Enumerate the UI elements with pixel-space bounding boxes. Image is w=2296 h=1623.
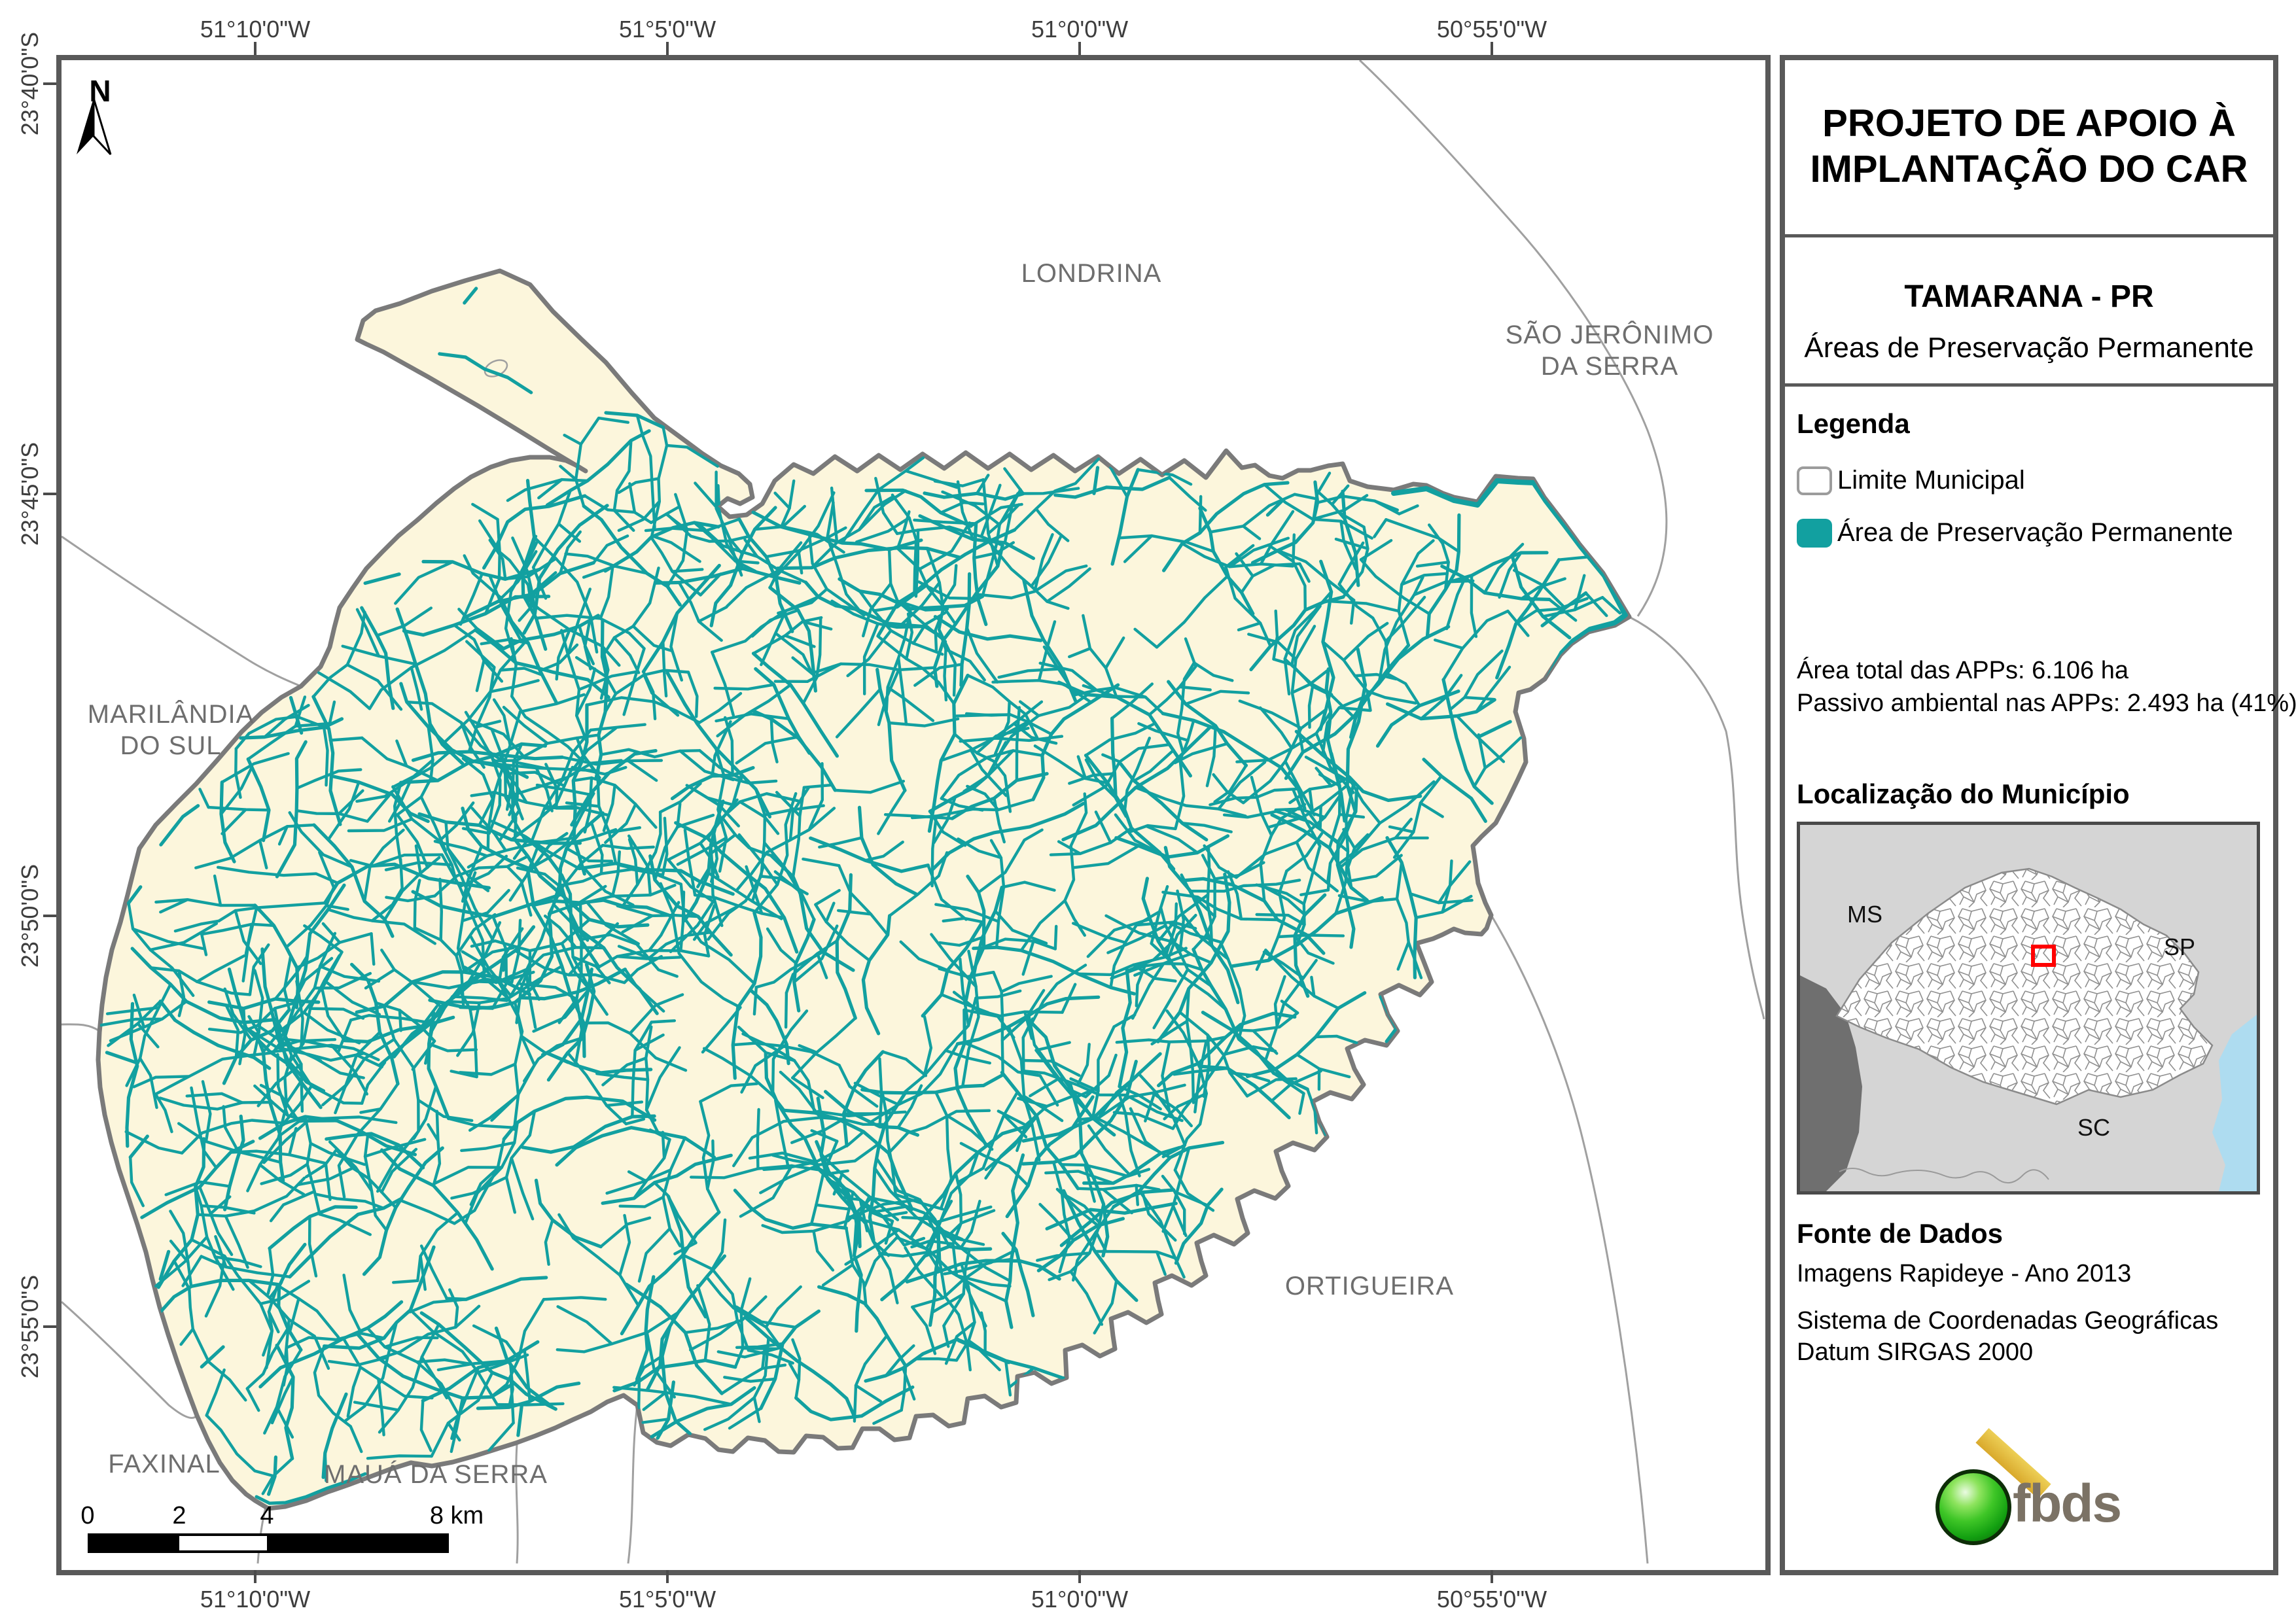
tick-left-1	[43, 82, 56, 85]
neighbor-boundary-line	[627, 1405, 639, 1564]
tick-bottom-1	[254, 1570, 256, 1583]
municipality-map-svg	[62, 60, 1765, 1564]
app-drainage-network	[99, 287, 1628, 1505]
tick-top-4	[1491, 42, 1493, 55]
scalebar-0: 0	[80, 1502, 95, 1529]
neighbor-label-sao-jeronimo-2: DA SERRA	[1540, 352, 1679, 381]
coord-top-1: 51°10'0"W	[200, 16, 311, 43]
north-arrow-icon	[92, 97, 112, 156]
layout-panel: PROJETO DE APOIO À IMPLANTAÇÃO DO CAR TA…	[1780, 55, 2278, 1575]
legend-item-app-label: Área de Preservação Permanente	[1837, 518, 2233, 547]
scalebar-8km: 8 km	[429, 1502, 484, 1529]
legend-item-limite-label: Limite Municipal	[1837, 466, 2025, 495]
north-arrow-label: N	[89, 74, 111, 108]
tick-top-1	[254, 42, 256, 55]
project-title-line2: IMPLANTAÇÃO DO CAR	[1810, 148, 2248, 190]
coord-bottom-4: 50°55'0"W	[1436, 1586, 1547, 1613]
inset-state-border-line	[1839, 1168, 2049, 1183]
map-canvas: LONDRINA SÃO JERÔNIMO DA SERRA MARILÂNDI…	[56, 55, 1771, 1575]
coord-left-1: 23°40'0"S	[16, 31, 43, 136]
neighbor-label-marilandia-1: MARILÂNDIA	[87, 700, 255, 729]
scalebar-4: 4	[260, 1502, 274, 1529]
inset-state-ms: MS	[1847, 901, 1882, 928]
neighbor-label-faxinal: FAXINAL	[108, 1450, 221, 1478]
scalebar-2: 2	[172, 1502, 186, 1529]
coord-bottom-2: 51°5'0"W	[618, 1586, 716, 1613]
app-swatch	[1797, 518, 1832, 548]
title-section: PROJETO DE APOIO À IMPLANTAÇÃO DO CAR	[1785, 60, 2273, 237]
app-total-stat: Área total das APPs: 6.106 ha	[1797, 657, 2129, 684]
source-line2: Sistema de Coordenadas Geográficas	[1797, 1307, 2219, 1335]
fbds-logo-sphere-icon	[1935, 1469, 2011, 1545]
legend-item-limite: Limite Municipal	[1797, 466, 2025, 495]
locator-map-svg	[1800, 867, 2257, 1191]
project-title-line1: PROJETO DE APOIO À	[1822, 102, 2236, 145]
neighbor-boundary-line	[62, 1023, 100, 1032]
source-heading: Fonte de Dados	[1797, 1218, 2004, 1249]
map-theme: Áreas de Preservação Permanente	[1804, 332, 2254, 364]
neighbor-boundary-line	[515, 1444, 519, 1564]
subtitle-section: TAMARANA - PR Áreas de Preservação Perma…	[1785, 241, 2273, 387]
inset-state-sp: SP	[2164, 934, 2196, 960]
neighbor-label-marilandia-2: DO SUL	[120, 731, 222, 760]
locator-map: MS SP SC	[1797, 822, 2260, 1195]
coord-top-2: 51°5'0"W	[618, 16, 716, 43]
tick-top-2	[666, 42, 669, 55]
source-line1: Imagens Rapideye - Ano 2013	[1797, 1260, 2132, 1287]
source-line3: Datum SIRGAS 2000	[1797, 1338, 2034, 1366]
neighbor-boundary-line	[1358, 60, 1668, 617]
limite-municipal-swatch	[1797, 466, 1832, 495]
scalebar-white-segment	[179, 1536, 267, 1550]
neighbor-boundary-line	[62, 535, 302, 688]
inset-municipality-mesh	[1837, 869, 2212, 1104]
coord-left-3: 23°50'0"S	[16, 864, 43, 968]
coord-top-4: 50°55'0"W	[1436, 16, 1547, 43]
neighbor-label-maua-da-serra: MAUÁ DA SERRA	[324, 1460, 548, 1489]
localization-heading: Localização do Município	[1797, 778, 2130, 809]
neighbor-boundary-line	[62, 1300, 198, 1419]
tick-left-2	[43, 493, 56, 495]
coord-left-4: 23°55'0"S	[16, 1274, 43, 1379]
locator-rectangle	[2031, 945, 2056, 967]
coord-left-2: 23°45'0"S	[16, 442, 43, 546]
tick-left-3	[43, 915, 56, 917]
neighbor-label-ortigueira: ORTIGUEIRA	[1284, 1272, 1455, 1300]
coord-top-3: 51°0'0"W	[1031, 16, 1129, 43]
neighbor-label-londrina: LONDRINA	[1021, 259, 1162, 288]
tick-bottom-2	[666, 1570, 669, 1583]
neighbor-boundary-line	[1490, 915, 1649, 1564]
coord-bottom-1: 51°10'0"W	[200, 1586, 311, 1613]
tick-left-4	[43, 1325, 56, 1328]
inset-west-region	[1800, 975, 1862, 1191]
app-passivo-stat: Passivo ambiental nas APPs: 2.493 ha (41…	[1797, 689, 2296, 717]
neighbor-boundary-line	[1629, 616, 1765, 1020]
fbds-logo-text: fbds	[2013, 1474, 2122, 1533]
coord-bottom-3: 51°0'0"W	[1031, 1586, 1129, 1613]
tick-bottom-3	[1078, 1570, 1081, 1583]
scalebar	[88, 1533, 449, 1553]
neighbor-label-sao-jeronimo-1: SÃO JERÔNIMO	[1505, 321, 1714, 349]
legend-heading: Legenda	[1797, 408, 1910, 439]
north-arrow-icon	[77, 98, 94, 154]
inset-ocean	[2212, 1015, 2257, 1191]
municipality-name: TAMARANA - PR	[1904, 279, 2154, 314]
legend-item-app: Área de Preservação Permanente	[1797, 518, 2233, 548]
inset-state-sc: SC	[2077, 1114, 2111, 1141]
tick-bottom-4	[1491, 1570, 1493, 1583]
tick-top-3	[1078, 42, 1081, 55]
